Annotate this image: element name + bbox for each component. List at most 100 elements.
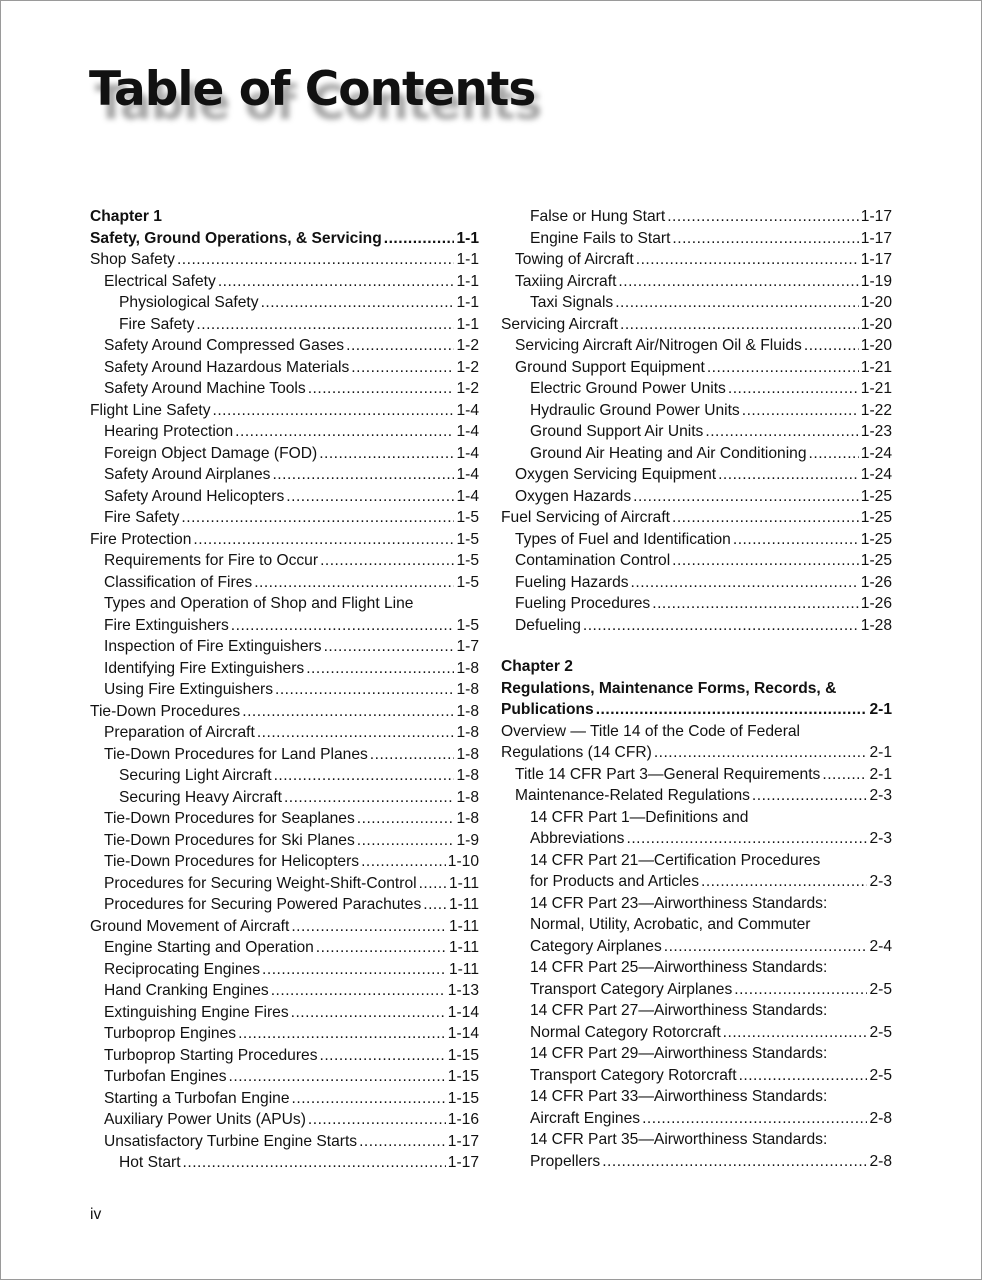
toc-entry[interactable]: False or Hung Start 1-17 [501, 206, 892, 228]
toc-entry[interactable]: Requirements for Fire to Occur 1-5 [90, 550, 479, 572]
toc-entry[interactable]: Ground Air Heating and Air Conditioning 1… [501, 443, 892, 465]
toc-entry[interactable]: Towing of Aircraft 1-17 [501, 249, 892, 271]
toc-entry[interactable]: Fuel Servicing of Aircraft 1-25 [501, 507, 892, 529]
toc-entry[interactable]: Using Fire Extinguishers 1-8 [90, 679, 479, 701]
toc-entry[interactable]: Identifying Fire Extinguishers 1-8 [90, 658, 479, 680]
toc-entry[interactable]: 14 CFR Part 33—Airworthiness Standards: A… [501, 1086, 892, 1129]
toc-entry[interactable]: 14 CFR Part 23—Airworthiness Standards: N… [501, 893, 892, 958]
toc-entry[interactable]: Auxiliary Power Units (APUs) 1-16 [90, 1109, 479, 1131]
entry-title: Tie-Down Procedures for Land Planes [104, 745, 368, 763]
toc-entry[interactable]: Oxygen Hazards 1-25 [501, 486, 892, 508]
toc-entry[interactable]: 14 CFR Part 25—Airworthiness Standards: T… [501, 957, 892, 1000]
page-ref: 1-8 [456, 788, 479, 806]
toc-entry[interactable]: Tie-Down Procedures for Land Planes 1-8 [90, 744, 479, 766]
toc-entry[interactable]: Turbofan Engines 1-15 [90, 1066, 479, 1088]
entry-line: Engine Fails to Start 1-17 [530, 228, 892, 250]
entry-title: Normal, Utility, Acrobatic, and Commuter [530, 916, 811, 933]
dot-leader [742, 400, 859, 422]
toc-entry[interactable]: Ground Support Air Units 1-23 [501, 421, 892, 443]
toc-entry[interactable]: Procedures for Securing Weight-Shift-Con… [90, 873, 479, 895]
toc-entry[interactable]: Reciprocating Engines 1-11 [90, 959, 479, 981]
toc-entry[interactable]: 14 CFR Part 29—Airworthiness Standards: T… [501, 1043, 892, 1086]
toc-entry[interactable]: Turboprop Engines 1-14 [90, 1023, 479, 1045]
toc-entry[interactable]: Classification of Fires 1-5 [90, 572, 479, 594]
toc-entry[interactable]: Engine Starting and Operation 1-11 [90, 937, 479, 959]
toc-entry[interactable]: Contamination Control 1-25 [501, 550, 892, 572]
entry-title: Propellers [530, 1152, 601, 1170]
entry-title: Ground Air Heating and Air Conditioning [530, 444, 807, 462]
toc-entry[interactable]: Safety Around Airplanes 1-4 [90, 464, 479, 486]
toc-entry[interactable]: Tie-Down Procedures for Seaplanes 1-8 [90, 808, 479, 830]
entry-title: Servicing Aircraft Air/Nitrogen Oil & Fl… [515, 337, 802, 354]
toc-entry[interactable]: Taxi Signals 1-20 [501, 292, 892, 314]
toc-entry[interactable]: Types and Operation of Shop and Flight L… [90, 593, 479, 636]
toc-entry[interactable]: Safety Around Hazardous Materials 1-2 [90, 357, 479, 379]
toc-entry[interactable]: Hot Start 1-17 [90, 1152, 479, 1174]
dot-leader [809, 443, 859, 465]
dot-leader [274, 765, 455, 787]
toc-entry[interactable]: Foreign Object Damage (FOD) 1-4 [90, 443, 479, 465]
toc-entry[interactable]: Turboprop Starting Procedures 1-15 [90, 1045, 479, 1067]
toc-entry[interactable]: Starting a Turbofan Engine 1-15 [90, 1088, 479, 1110]
toc-entry[interactable]: Ground Movement of Aircraft 1-11 [90, 916, 479, 938]
toc-chapter-heading[interactable]: Chapter 2 Regulations, Maintenance Forms,… [501, 636, 892, 721]
toc-entry[interactable]: Unsatisfactory Turbine Engine Starts 1-17 [90, 1131, 479, 1153]
toc-entry[interactable]: Oxygen Servicing Equipment 1-24 [501, 464, 892, 486]
dot-leader [734, 979, 867, 1001]
dot-leader [636, 249, 859, 271]
entry-title: Using Fire Extinguishers [104, 681, 273, 698]
entry-title: 14 CFR Part 33—Airworthiness Standards: [530, 1088, 828, 1105]
dot-leader [359, 1131, 446, 1153]
dot-leader [752, 785, 868, 807]
toc-entry[interactable]: Defueling 1-28 [501, 615, 892, 637]
toc-entry[interactable]: Preparation of Aircraft 1-8 [90, 722, 479, 744]
toc-entry[interactable]: Electric Ground Power Units 1-21 [501, 378, 892, 400]
toc-entry[interactable]: Hand Cranking Engines 1-13 [90, 980, 479, 1002]
toc-entry[interactable]: Securing Heavy Aircraft 1-8 [90, 787, 479, 809]
toc-entry[interactable]: Fueling Procedures 1-26 [501, 593, 892, 615]
toc-entry[interactable]: Fueling Hazards 1-26 [501, 572, 892, 594]
toc-chapter-heading[interactable]: Chapter 1 Safety, Ground Operations, & Se… [90, 206, 479, 249]
dot-leader [596, 699, 868, 721]
dot-leader [235, 421, 454, 443]
toc-entry[interactable]: Fire Safety 1-1 [90, 314, 479, 336]
entry-line: Procedures for Securing Weight-Shift-Con… [104, 873, 479, 895]
toc-entry[interactable]: Fire Protection 1-5 [90, 529, 479, 551]
toc-entry[interactable]: Servicing Aircraft 1-20 [501, 314, 892, 336]
page-ref: 1-4 [456, 487, 479, 505]
toc-entry[interactable]: 14 CFR Part 27—Airworthiness Standards: N… [501, 1000, 892, 1043]
toc-entry[interactable]: Securing Light Aircraft 1-8 [90, 765, 479, 787]
toc-entry[interactable]: Engine Fails to Start 1-17 [501, 228, 892, 250]
dot-leader [261, 292, 455, 314]
toc-entry[interactable]: Shop Safety 1-1 [90, 249, 479, 271]
toc-entry[interactable]: Hydraulic Ground Power Units 1-22 [501, 400, 892, 422]
toc-entry[interactable]: Hearing Protection 1-4 [90, 421, 479, 443]
toc-entry[interactable]: Taxiing Aircraft 1-19 [501, 271, 892, 293]
toc-entry[interactable]: Servicing Aircraft Air/Nitrogen Oil & Fl… [501, 335, 892, 357]
toc-entry[interactable]: Physiological Safety 1-1 [90, 292, 479, 314]
toc-entry[interactable]: Safety Around Compressed Gases 1-2 [90, 335, 479, 357]
dot-leader [370, 744, 455, 766]
toc-entry[interactable]: Maintenance-Related Regulations 2-3 [501, 785, 892, 807]
toc-entry[interactable]: Fire Safety 1-5 [90, 507, 479, 529]
toc-entry[interactable]: Inspection of Fire Extinguishers 1-7 [90, 636, 479, 658]
toc-entry[interactable]: Electrical Safety 1-1 [90, 271, 479, 293]
toc-entry[interactable]: Overview — Title 14 of the Code of Feder… [501, 721, 892, 764]
dot-leader [728, 378, 859, 400]
toc-entry[interactable]: 14 CFR Part 35—Airworthiness Standards: P… [501, 1129, 892, 1172]
toc-entry[interactable]: Safety Around Machine Tools 1-2 [90, 378, 479, 400]
toc-entry[interactable]: Safety Around Helicopters 1-4 [90, 486, 479, 508]
entry-line: Category Airplanes 2-4 [530, 936, 892, 958]
toc-entry[interactable]: 14 CFR Part 1—Definitions and Abbreviatio… [501, 807, 892, 850]
toc-entry[interactable]: Title 14 CFR Part 3—General Requirements… [501, 764, 892, 786]
toc-entry[interactable]: Tie-Down Procedures for Helicopters 1-10 [90, 851, 479, 873]
toc-entry[interactable]: Types of Fuel and Identification 1-25 [501, 529, 892, 551]
toc-entry[interactable]: Flight Line Safety 1-4 [90, 400, 479, 422]
toc-entry[interactable]: Tie-Down Procedures for Ski Planes 1-9 [90, 830, 479, 852]
toc-entry[interactable]: 14 CFR Part 21—Certification Procedures f… [501, 850, 892, 893]
toc-entry[interactable]: Tie-Down Procedures 1-8 [90, 701, 479, 723]
toc-entry[interactable]: Procedures for Securing Powered Parachut… [90, 894, 479, 916]
page-ref: 1-4 [456, 444, 479, 462]
toc-entry[interactable]: Ground Support Equipment 1-21 [501, 357, 892, 379]
toc-entry[interactable]: Extinguishing Engine Fires 1-14 [90, 1002, 479, 1024]
